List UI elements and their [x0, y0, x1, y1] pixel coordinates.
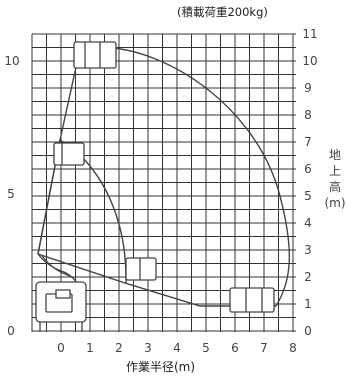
right-tick-2: 2 — [304, 270, 312, 284]
right-tick-5: 5 — [304, 189, 312, 203]
right-tick-8: 8 — [304, 108, 312, 122]
height-label-unit: (m) — [324, 196, 346, 210]
x-tick-5: 5 — [202, 341, 210, 355]
height-label-char-2: 上 — [328, 164, 341, 178]
right-tick-11: 11 — [302, 27, 318, 41]
right-tick-4: 4 — [304, 216, 312, 230]
x-tick-4: 4 — [173, 341, 181, 355]
right-tick-9: 9 — [304, 81, 312, 95]
right-tick-1: 1 — [304, 297, 312, 311]
x-axis-title: 作業半径(m) — [126, 360, 196, 374]
platform-low — [125, 257, 157, 281]
x-tick-0: 0 — [57, 341, 65, 355]
x-tick-8: 8 — [289, 341, 297, 355]
platform-mid — [53, 142, 85, 166]
platform-top — [73, 41, 117, 69]
height-label-char-1: 地 — [328, 148, 341, 162]
x-tick-7: 7 — [260, 341, 268, 355]
x-tick-2: 2 — [115, 341, 123, 355]
right-tick-6: 6 — [304, 162, 312, 176]
right-tick-3: 3 — [304, 243, 312, 257]
platform-far — [229, 287, 275, 313]
left-tick-5: 5 — [7, 187, 15, 201]
x-tick-1: 1 — [86, 341, 94, 355]
right-tick-0: 0 — [304, 324, 312, 338]
load-capacity-note: (積載荷重200kg) — [177, 5, 268, 19]
x-tick-6: 6 — [231, 341, 239, 355]
work-envelope-outline — [37, 46, 291, 307]
right-tick-10: 10 — [302, 54, 318, 68]
x-tick-3: 3 — [144, 341, 152, 355]
left-tick-0: 0 — [7, 324, 15, 338]
right-tick-7: 7 — [304, 135, 312, 149]
height-label-char-3: 高 — [328, 180, 341, 194]
left-tick-10: 10 — [4, 54, 20, 68]
base-vehicle — [35, 253, 87, 332]
